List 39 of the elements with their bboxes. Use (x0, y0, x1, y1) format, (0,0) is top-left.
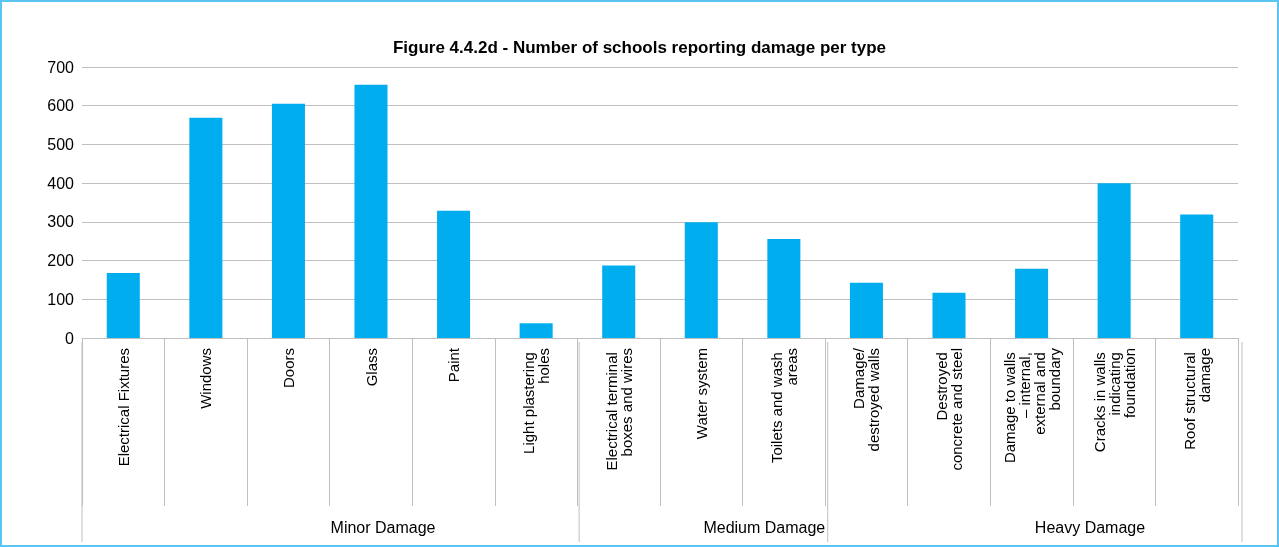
y-tick-label: 300 (47, 213, 75, 231)
chart-title: Figure 4.4.2d - Number of schools reporting damage per type (392, 38, 887, 57)
x-tick-label: Electrical terminal boxes and wires (602, 348, 635, 471)
bar (106, 272, 140, 338)
bar (271, 103, 305, 338)
x-tick-label: Destroyed concrete and steel (933, 348, 965, 471)
bar (602, 265, 636, 338)
x-tick-label: Water system (692, 348, 710, 440)
bar (1180, 214, 1214, 338)
x-tick-label: Doors (279, 348, 297, 389)
text: Minor Damage (330, 518, 436, 536)
text: Medium Damage (703, 518, 826, 536)
text: Heavy Damage (1034, 518, 1146, 536)
bar (767, 238, 801, 338)
y-tick-label: 600 (47, 97, 75, 115)
x-tick-label: Damage to walls – internal, external and boundary (1000, 347, 1063, 464)
bar (354, 84, 388, 338)
y-tick-label: 700 (47, 58, 75, 76)
x-tick-label: Roof structural damage (1180, 348, 1213, 450)
bar (849, 282, 883, 338)
x-tick-label: Glass (362, 348, 380, 387)
x-tick-label: Toilets and wash areas (767, 348, 800, 464)
y-tick-label: 400 (47, 174, 75, 192)
bar (189, 117, 223, 338)
y-tick-label: 200 (47, 252, 75, 270)
x-tick-label: Light plastering holes (520, 348, 553, 454)
y-tick-label: 100 (47, 290, 75, 308)
x-tick-label: Cracks in walls indicating foundation (1090, 348, 1138, 453)
x-tick-label: Windows (197, 348, 215, 409)
bar (932, 292, 966, 338)
bar (437, 210, 471, 338)
bar (1097, 183, 1131, 338)
y-tick-label: 0 (65, 329, 75, 347)
x-tick-label: Electrical Fixtures (114, 348, 132, 467)
bar (1015, 268, 1049, 338)
y-tick-label: 500 (47, 135, 75, 153)
bar (684, 222, 718, 338)
bar (519, 323, 553, 338)
x-tick-label: Paint (445, 347, 463, 383)
